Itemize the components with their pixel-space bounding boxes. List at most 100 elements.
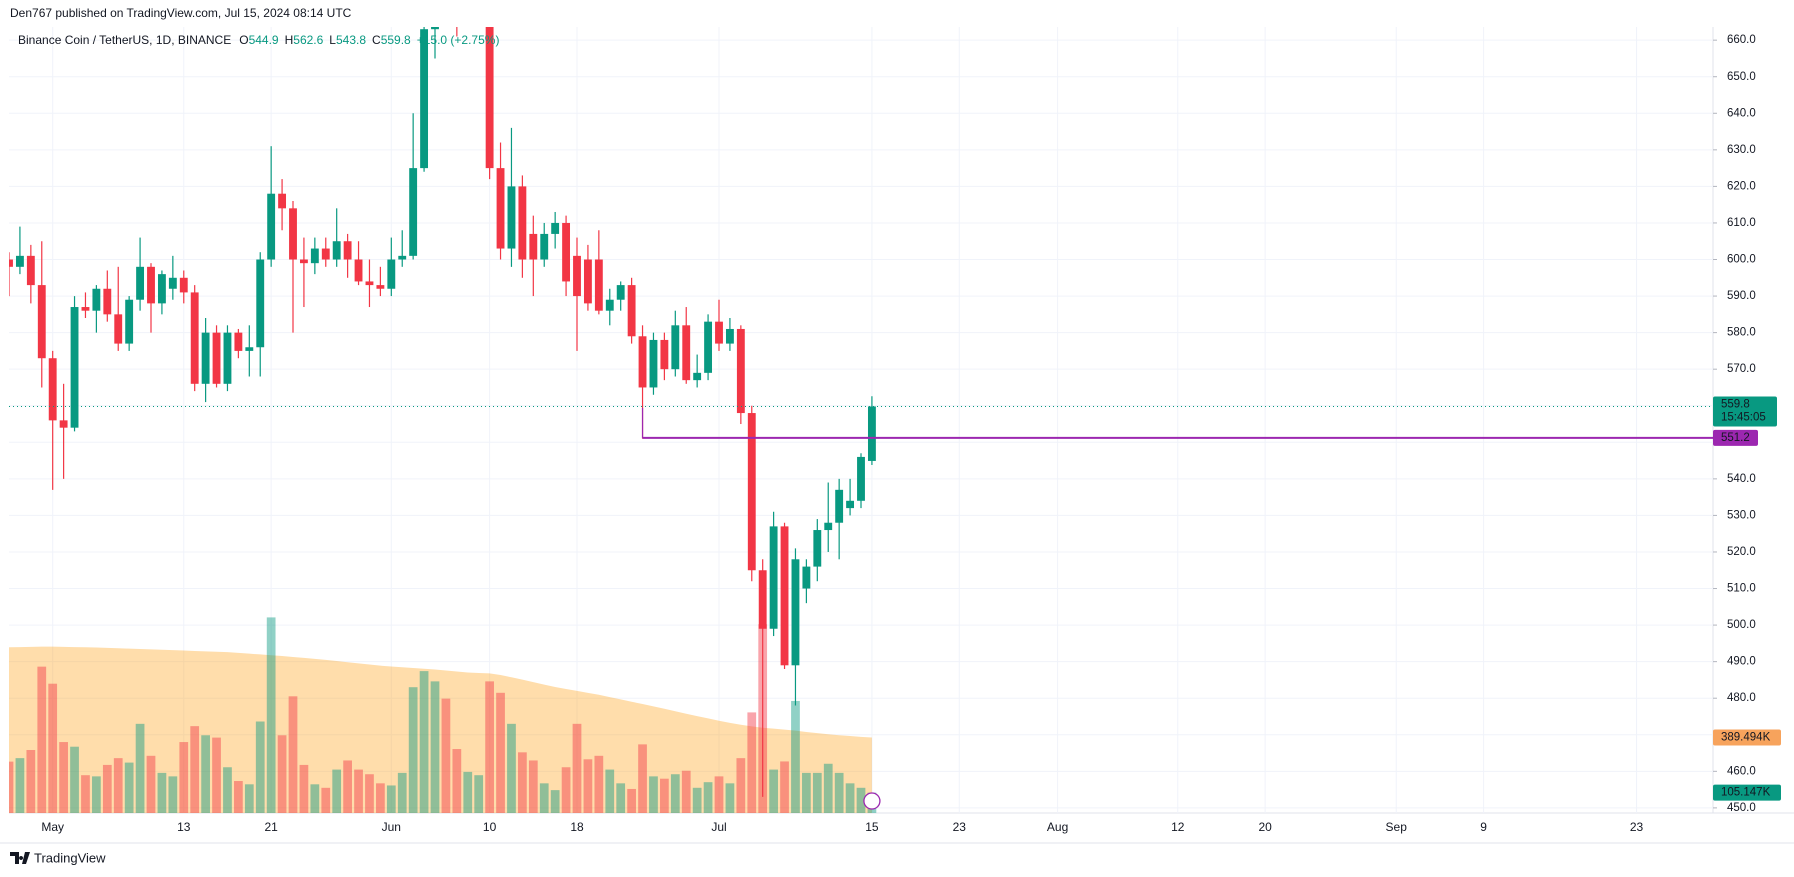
plot [9, 27, 1713, 813]
volume-bar [332, 769, 342, 813]
volume-bar [485, 681, 494, 813]
candle-body [518, 186, 527, 260]
candle-body [682, 325, 691, 381]
candle-body [212, 332, 221, 384]
volume-bar [845, 783, 855, 813]
candle-body [310, 248, 319, 264]
candle-body [802, 566, 811, 589]
volume-bar [157, 772, 167, 813]
volume-bar [703, 782, 713, 813]
ohlc-value: 562.6 [293, 33, 323, 47]
volume-bar [321, 787, 331, 813]
y-tick-label: 570.0 [1727, 363, 1756, 375]
volume-bar [190, 726, 200, 813]
y-tick-label: 490.0 [1727, 656, 1756, 668]
candle-body [605, 299, 614, 311]
alert-icon [863, 792, 881, 810]
volume-bar [834, 772, 844, 813]
volume-bar [736, 758, 746, 813]
candle-body [627, 285, 636, 337]
volume-bar [212, 737, 221, 813]
y-tick-label: 660.0 [1727, 34, 1756, 46]
y-tick-label: 600.0 [1727, 254, 1756, 266]
candle-body [824, 522, 833, 531]
y-tick-label: 480.0 [1727, 692, 1756, 704]
candle-body [507, 186, 516, 249]
volume-bar [201, 735, 210, 813]
volume-bar [507, 723, 516, 813]
candle-body [103, 288, 112, 315]
volume-bar [605, 769, 615, 813]
candle-body [387, 259, 396, 289]
volume-ma-box [1713, 729, 1781, 746]
candle-body [289, 208, 297, 260]
y-tick-label: 540.0 [1727, 473, 1756, 485]
volume-bar [376, 783, 385, 813]
candle-body [540, 233, 549, 260]
x-tick-label: Jul [711, 820, 726, 834]
level-box [1713, 429, 1758, 446]
x-tick-label: May [41, 820, 64, 834]
volume-bar [299, 764, 309, 813]
brand: TradingView [34, 850, 106, 865]
volume-box [1713, 784, 1781, 801]
candle-body [398, 255, 407, 260]
volume-bar [692, 787, 702, 813]
volume-bar [408, 687, 418, 813]
volume-bar [649, 776, 658, 813]
volume-bar [780, 761, 789, 813]
candle-body [59, 420, 68, 428]
candle-body [780, 526, 789, 666]
volume-ma-label: 389.494K [1721, 732, 1771, 744]
volume-bar [168, 776, 178, 813]
candle-body [496, 168, 505, 249]
y-tick-label: 530.0 [1727, 509, 1756, 521]
candle-body [420, 29, 429, 169]
candle-body [747, 413, 756, 571]
candle-body [616, 285, 625, 300]
candle-body [147, 266, 155, 304]
candle-body [245, 347, 254, 351]
y-tick-label: 630.0 [1727, 144, 1756, 156]
change: +15.0 (+2.75%) [417, 33, 500, 47]
candle-body [551, 222, 560, 234]
y-tick-label: 610.0 [1727, 217, 1756, 229]
volume-bar [802, 772, 811, 813]
volume-bar [747, 712, 757, 813]
y-tick-label: 450.0 [1727, 802, 1756, 814]
volume-bar [714, 776, 724, 813]
candle-body [26, 255, 35, 286]
candle-body [256, 259, 265, 348]
candle-body [562, 222, 571, 282]
volume-bar [561, 767, 571, 813]
y-tick-label: 620.0 [1727, 180, 1756, 192]
candle-body [431, 27, 439, 30]
volume-bar [681, 770, 691, 813]
candle-body [37, 285, 46, 359]
x-tick-label: 23 [953, 820, 967, 834]
volume-bar [124, 762, 134, 813]
level-label: 551.2 [1721, 432, 1750, 444]
y-tick-label: 460.0 [1727, 765, 1756, 777]
candle-body [715, 321, 723, 344]
volume-bar [627, 788, 636, 813]
candle-body [136, 266, 145, 300]
candle-body [736, 328, 745, 414]
volume-bar [277, 735, 287, 813]
volume-bar [59, 742, 68, 813]
candle-body [725, 328, 734, 344]
volume-bar [37, 666, 47, 813]
ohlc-value: 559.8 [381, 33, 411, 47]
last-price-label: 559.8 [1721, 399, 1750, 411]
volume-bar [365, 774, 374, 813]
volume-bar [670, 774, 680, 813]
y-tick-label: 500.0 [1727, 619, 1756, 631]
volume-bar [343, 760, 352, 813]
ohlc-prefix: O [239, 33, 248, 47]
volume-bar [386, 785, 396, 813]
candle-body [704, 321, 713, 373]
volume-bar [474, 775, 484, 813]
y-tick-label: 580.0 [1727, 327, 1756, 339]
candle-body [835, 489, 844, 523]
candle-body [583, 259, 592, 304]
